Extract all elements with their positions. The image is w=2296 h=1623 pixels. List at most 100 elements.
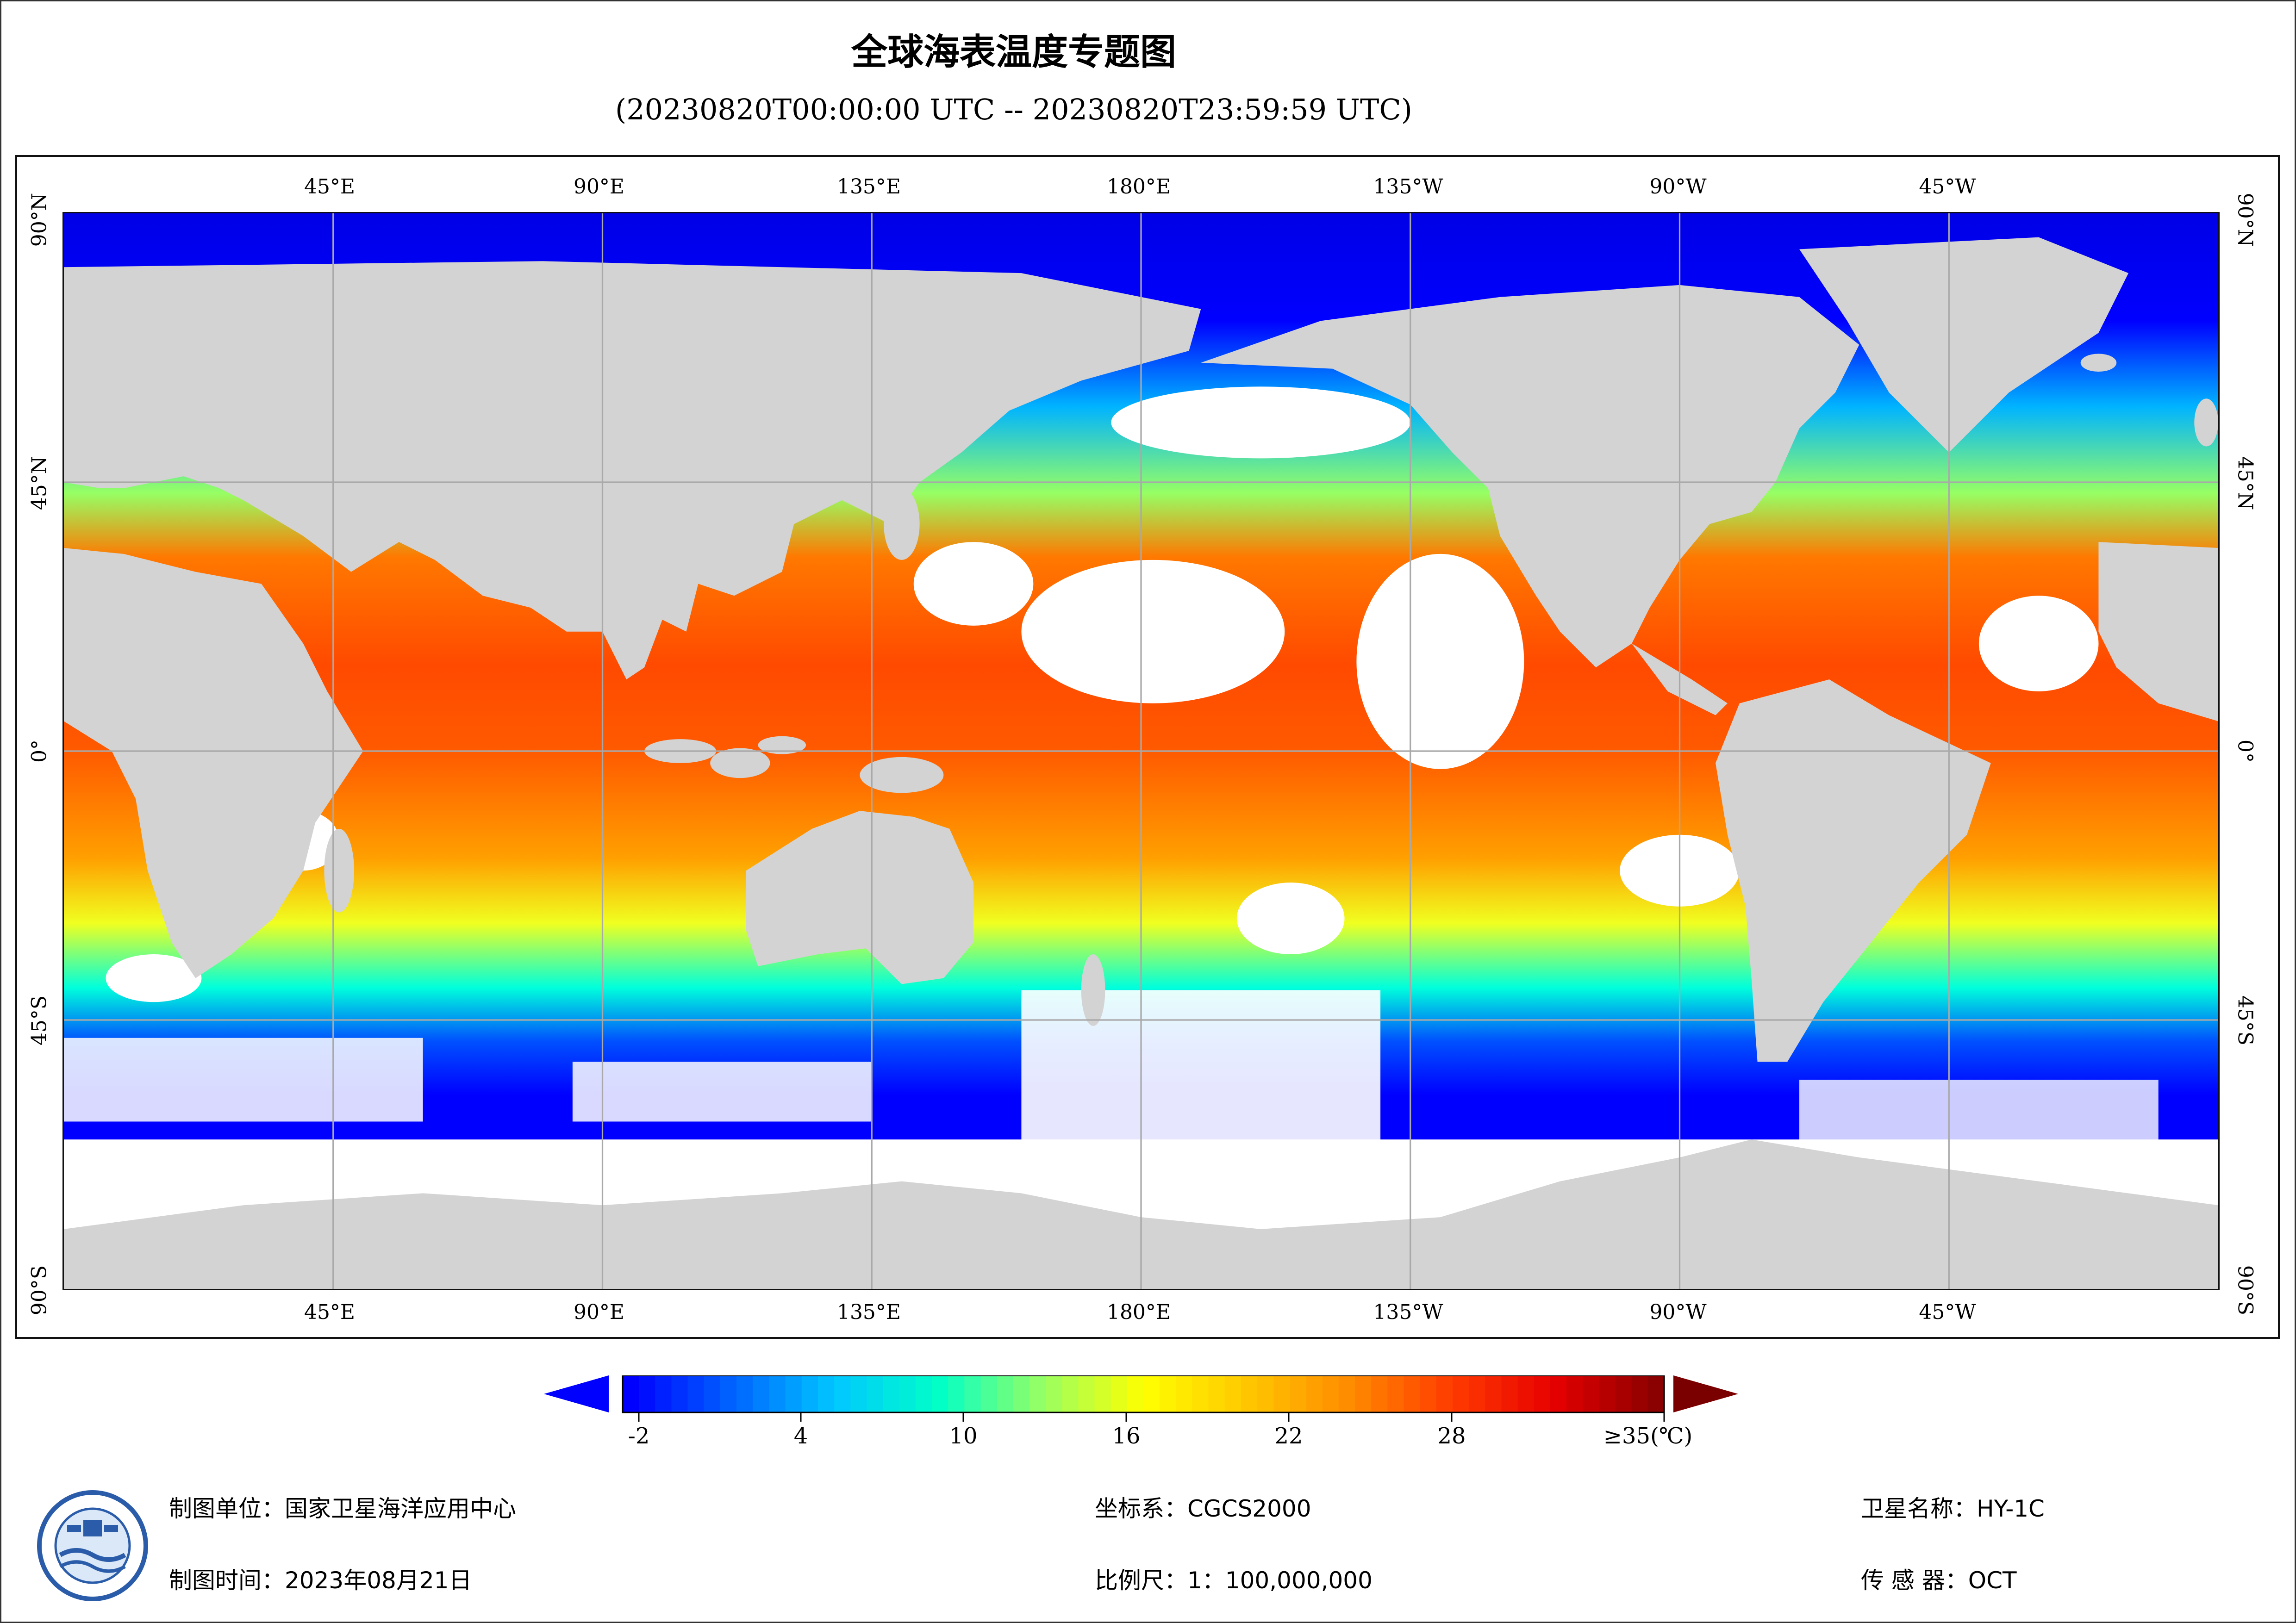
colorbar-bin (997, 1375, 1014, 1412)
sst-map[interactable] (62, 212, 2220, 1290)
colorbar-bin (1501, 1375, 1518, 1412)
colorbar-bin (1241, 1375, 1258, 1412)
land-madagascar (324, 828, 354, 913)
colorbar-bin (850, 1375, 867, 1412)
land-north-america (1201, 285, 1859, 668)
colorbar-bin (883, 1375, 900, 1412)
colorbar-bin (1338, 1375, 1355, 1412)
colorbar-bin (639, 1375, 655, 1412)
colorbar-bin (623, 1375, 639, 1412)
colorbar-bin (1631, 1375, 1648, 1412)
colorbar-bin (720, 1375, 737, 1412)
map-canvas (64, 213, 2218, 1289)
colorbar-bin (1257, 1375, 1274, 1412)
colorbar-under-arrow (544, 1375, 609, 1412)
lat-label-right: 45°S (2233, 995, 2257, 1046)
colorbar-bin (1371, 1375, 1388, 1412)
time-range: (20230820T00:00:00 UTC -- 20230820T23:59… (615, 93, 1412, 126)
lon-label-top: 90°W (1649, 175, 1707, 199)
colorbar-bin (1420, 1375, 1437, 1412)
land-australia (746, 811, 974, 984)
colorbar-bin (867, 1375, 883, 1412)
lon-label-bottom: 90°W (1649, 1300, 1707, 1324)
colorbar-bin (1452, 1375, 1469, 1412)
colorbar-bin (1176, 1375, 1192, 1412)
lat-label-right: 0° (2233, 740, 2257, 763)
colorbar-bin (1224, 1375, 1242, 1412)
colorbar-bin (1160, 1375, 1176, 1412)
colorbar-bin (655, 1375, 672, 1412)
colorbar-bin (1046, 1375, 1062, 1412)
colorbar-over-arrow (1673, 1375, 1738, 1412)
colorbar-bin (1306, 1375, 1323, 1412)
colorbar-bin (1062, 1375, 1079, 1412)
colorbar-bin (1029, 1375, 1046, 1412)
land-eurasia (64, 261, 1201, 680)
colorbar-tick-label: ≥35(℃) (1603, 1423, 1693, 1449)
graticule (64, 213, 2218, 1289)
producer-label: 制图单位：国家卫星海洋应用中心 (169, 1495, 516, 1522)
lon-label-bottom: 45°W (1919, 1300, 1976, 1324)
colorbar-bin (1436, 1375, 1453, 1412)
lon-label-top: 135°W (1373, 175, 1443, 199)
colorbar-bin (817, 1375, 835, 1412)
sensor-label: 传 感 器：OCT (1861, 1567, 2017, 1594)
colorbar-bin (671, 1375, 688, 1412)
colorbar-bin (915, 1375, 932, 1412)
crs-label: 坐标系：CGCS2000 (1095, 1495, 1311, 1522)
colorbar-bin (1192, 1375, 1209, 1412)
colorbar-bin (1566, 1375, 1583, 1412)
colorbar-bin (1290, 1375, 1307, 1412)
colorbar-tick-label: 4 (793, 1423, 808, 1449)
colorbar-bin (1404, 1375, 1421, 1412)
colorbar-tick-label: -2 (628, 1423, 650, 1449)
colorbar-bin (1078, 1375, 1095, 1412)
colorbar-bin (736, 1375, 753, 1412)
date-label: 制图时间：2023年08月21日 (169, 1567, 472, 1594)
colorbar-bin (1469, 1375, 1485, 1412)
lat-label-left: 90°N (27, 193, 51, 247)
colorbar-bin (1615, 1375, 1632, 1412)
colorbar-bin (1273, 1375, 1290, 1412)
colorbar-bin (687, 1375, 705, 1412)
colorbar-bin (1387, 1375, 1404, 1412)
lat-label-right: 90°N (2233, 193, 2257, 247)
colorbar-bin (1485, 1375, 1502, 1412)
lat-label-left: 0° (27, 740, 51, 763)
lon-label-top: 90°E (573, 175, 625, 199)
colorbar-bin (1143, 1375, 1160, 1412)
colorbar-bin (1599, 1375, 1616, 1412)
colorbar-bins (623, 1375, 1665, 1412)
colorbar-bin (1127, 1375, 1144, 1412)
lat-label-left: 45°N (27, 456, 51, 510)
colorbar-bin (1094, 1375, 1111, 1412)
land-greenland (1799, 237, 2129, 453)
lon-label-top: 180°E (1106, 175, 1171, 199)
satellite-label: 卫星名称：HY-1C (1861, 1495, 2045, 1522)
land-new-zealand (1081, 954, 1105, 1026)
colorbar-bin (899, 1375, 916, 1412)
map-title: 全球海表温度专题图 (851, 31, 1176, 73)
land-africa (64, 548, 363, 978)
colorbar-bin (753, 1375, 769, 1412)
colorbar-bin (801, 1375, 818, 1412)
colorbar-bin (834, 1375, 851, 1412)
colorbar-bin (1013, 1375, 1030, 1412)
lat-label-right: 90°S (2233, 1265, 2257, 1316)
colorbar-bin (1208, 1375, 1225, 1412)
colorbar-bin (1534, 1375, 1551, 1412)
lat-label-right: 45°N (2233, 456, 2257, 510)
colorbar-tick-label: 16 (1112, 1423, 1141, 1449)
colorbar-bin (1583, 1375, 1599, 1412)
nsoas-logo-icon (37, 1490, 148, 1601)
lon-label-top: 135°E (836, 175, 901, 199)
lon-label-bottom: 90°E (573, 1300, 625, 1324)
colorbar-tick-label: 28 (1437, 1423, 1466, 1449)
colorbar-bin (964, 1375, 981, 1412)
colorbar-bin (1517, 1375, 1535, 1412)
colorbar-bin (1355, 1375, 1372, 1412)
lat-label-left: 90°S (27, 1265, 51, 1316)
colorbar-tick-label: 22 (1274, 1423, 1303, 1449)
scale-label: 比例尺：1：100,000,000 (1095, 1567, 1373, 1594)
